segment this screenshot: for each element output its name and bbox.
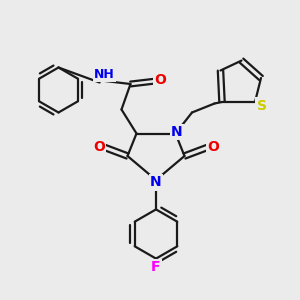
Text: N: N — [171, 125, 183, 139]
Text: O: O — [154, 73, 166, 86]
Text: O: O — [93, 140, 105, 154]
Text: F: F — [151, 260, 161, 274]
Text: NH: NH — [94, 68, 115, 81]
Text: S: S — [256, 99, 267, 112]
Text: O: O — [207, 140, 219, 154]
Text: N: N — [150, 176, 162, 189]
